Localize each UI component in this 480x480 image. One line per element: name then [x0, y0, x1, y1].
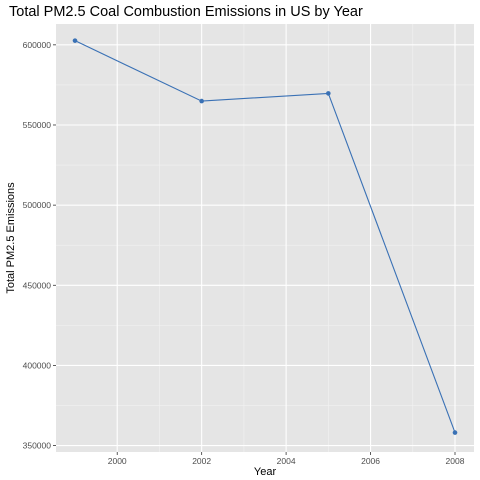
- y-tick-label: 350000: [23, 441, 52, 451]
- minor-grid-y: [56, 84, 474, 406]
- y-axis-title: Total PM2.5 Emissions: [5, 182, 17, 294]
- x-axis-title: Year: [254, 466, 277, 478]
- x-tick-label: 2004: [277, 456, 296, 466]
- x-tick-label: 2006: [361, 456, 380, 466]
- data-point: [326, 91, 331, 96]
- chart-title: Total PM2.5 Coal Combustion Emissions in…: [9, 4, 363, 20]
- y-axis-ticks: 350000 400000 450000 500000 550000 600000: [23, 40, 56, 451]
- y-tick-label: 550000: [23, 120, 52, 130]
- y-tick-label: 400000: [23, 360, 52, 370]
- y-tick-label: 500000: [23, 200, 52, 210]
- series-line: [74, 40, 456, 433]
- x-tick-label: 2008: [446, 456, 465, 466]
- y-tick-label: 450000: [23, 280, 52, 290]
- series: [74, 40, 456, 433]
- data-points: [72, 38, 458, 435]
- data-point: [199, 98, 204, 104]
- major-grid-y: [56, 44, 474, 447]
- minor-grid-x: [159, 24, 414, 452]
- plot-panel: [56, 24, 474, 452]
- x-tick-label: 2002: [192, 456, 211, 466]
- y-tick-label: 600000: [23, 40, 52, 50]
- x-axis-ticks: 2000 2002 2004 2006 2008: [108, 452, 465, 466]
- data-point: [72, 38, 78, 43]
- major-grid-x: [116, 24, 456, 452]
- data-point: [452, 430, 458, 435]
- x-tick-label: 2000: [108, 456, 127, 466]
